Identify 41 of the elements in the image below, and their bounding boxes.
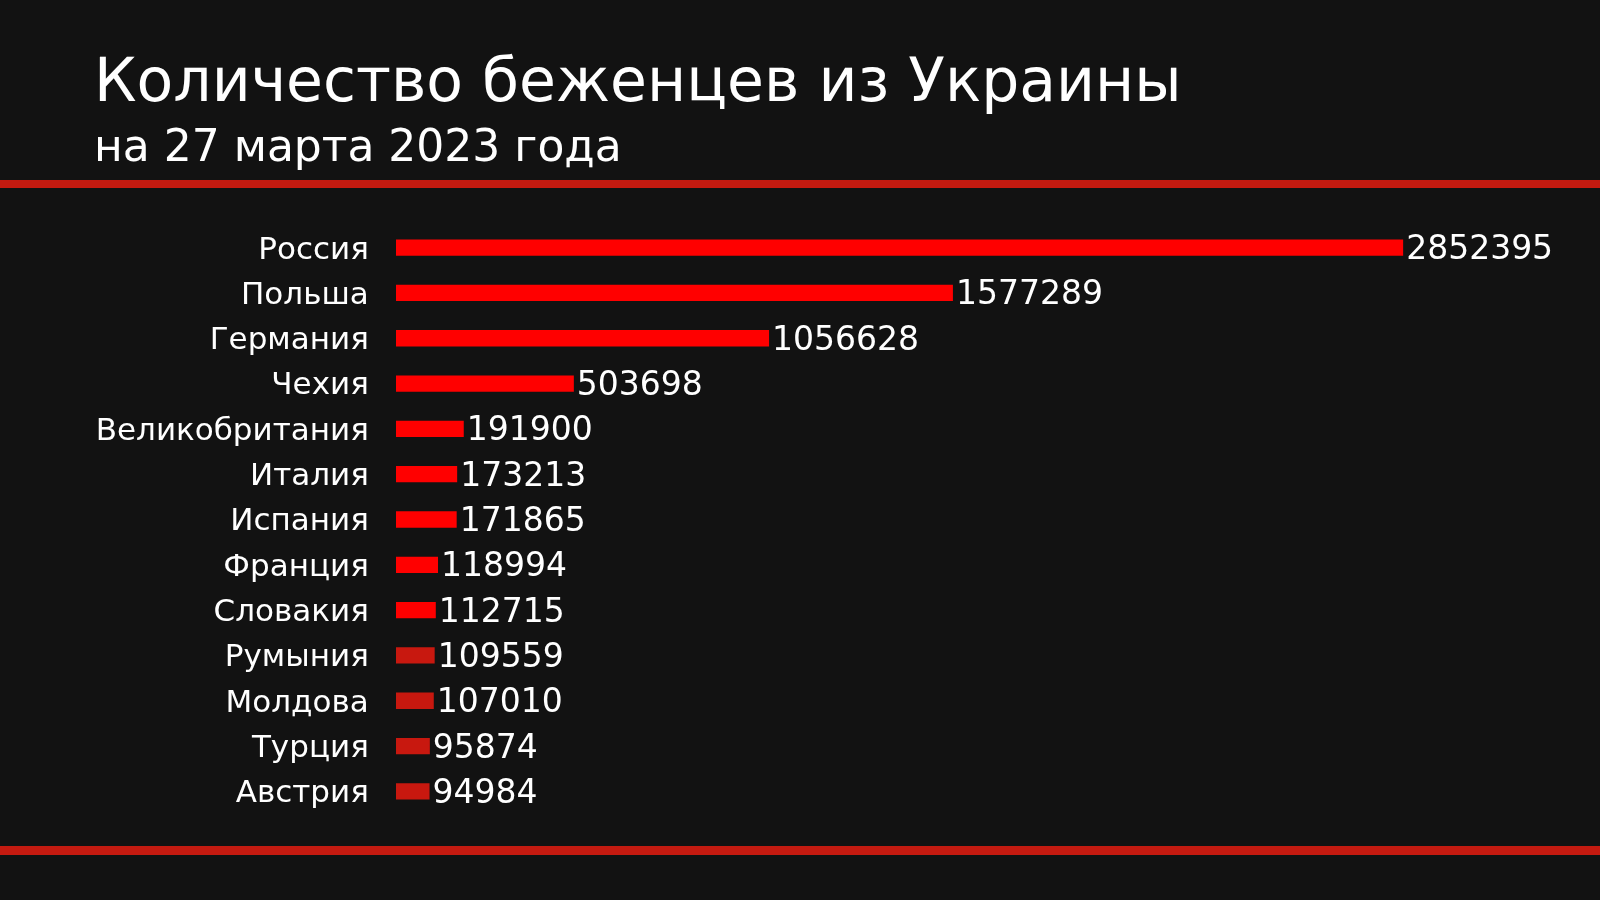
data-label: 503698: [576, 364, 703, 404]
bar: [396, 783, 430, 800]
bar: [396, 692, 434, 709]
y-tick-label: Молдова: [225, 682, 369, 719]
chart-title: Количество беженцев из Украины: [94, 45, 1182, 115]
bar: [396, 284, 953, 302]
data-label: 95874: [432, 726, 538, 766]
chart-subtitle: на 27 марта 2023 года: [94, 120, 622, 171]
bar: [396, 420, 464, 438]
data-label: 173213: [460, 454, 587, 494]
bar: [396, 601, 436, 619]
bar: [396, 375, 574, 392]
y-tick-label: Румыния: [224, 637, 369, 674]
y-tick-label: Чехия: [271, 365, 369, 402]
y-tick-label: Франция: [223, 546, 369, 583]
data-label: 2852395: [1406, 228, 1554, 268]
data-label: 118994: [441, 545, 567, 585]
y-tick-label: Россия: [258, 229, 369, 266]
y-tick-label: Великобритания: [95, 410, 369, 447]
y-tick-label: Австрия: [235, 773, 369, 810]
data-label: 112715: [438, 590, 565, 630]
y-tick-label: Турция: [250, 727, 369, 764]
y-tick-label: Словакия: [213, 591, 369, 628]
data-label: 1577289: [955, 273, 1103, 313]
bar: [396, 556, 439, 573]
data-label: 94984: [432, 771, 538, 811]
bar: [396, 511, 457, 528]
bar: [396, 239, 1404, 256]
data-label: 109559: [437, 635, 564, 675]
data-label: 191900: [466, 409, 593, 449]
bar: [396, 647, 435, 664]
bar: [396, 466, 458, 483]
data-label: 107010: [436, 681, 563, 721]
data-label: 1056628: [772, 318, 920, 358]
bar: [396, 737, 430, 755]
y-tick-label: Испания: [230, 501, 369, 538]
y-tick-label: Польша: [241, 274, 369, 311]
y-tick-label: Германия: [209, 320, 369, 357]
data-label: 171865: [459, 500, 586, 539]
bar: [396, 330, 770, 347]
y-tick-label: Италия: [249, 456, 369, 493]
